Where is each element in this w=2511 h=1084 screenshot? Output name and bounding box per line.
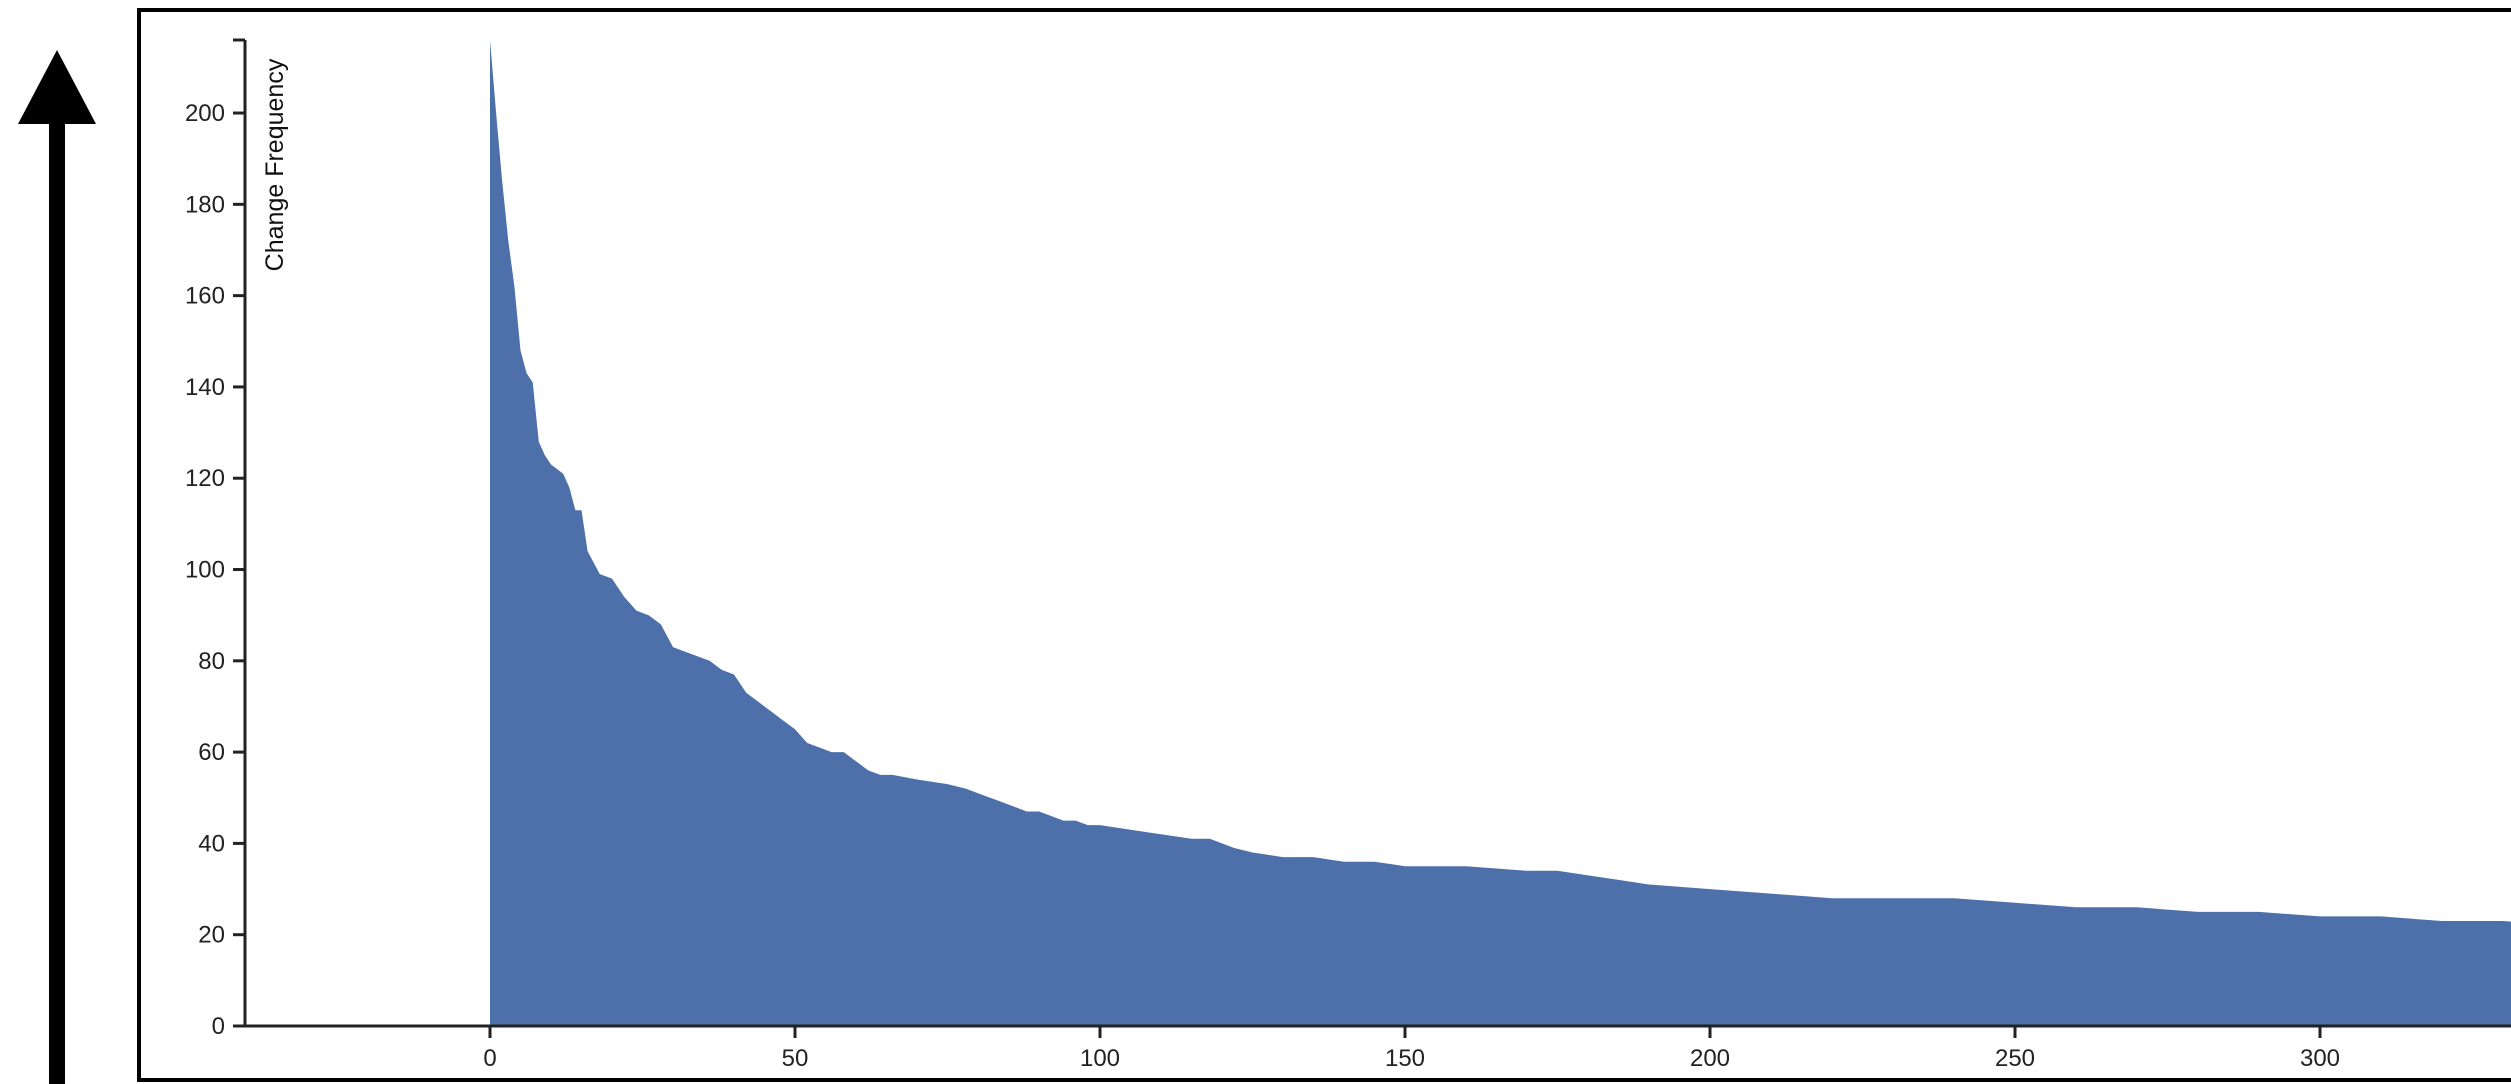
y-tick-label: 80 (198, 648, 225, 675)
x-tick-label: 250 (1995, 1045, 2035, 1072)
y-axis: 0 20 40 60 80 100 120 140 160 180 200 (185, 38, 247, 1040)
y-tick-label: 60 (198, 739, 225, 766)
y-tick-label: 120 (185, 465, 225, 492)
x-tick-label: 300 (2300, 1045, 2340, 1072)
y-tick-label: 140 (185, 374, 225, 401)
y-axis-title: Change Frequency (261, 58, 289, 271)
y-tick-label: 180 (185, 191, 225, 218)
y-tick-label: 200 (185, 100, 225, 127)
x-tick-label: 200 (1690, 1045, 1730, 1072)
outer-arrow-shaft (49, 118, 65, 1084)
x-tick-label: 150 (1385, 1045, 1425, 1072)
x-tick-label: 100 (1080, 1045, 1120, 1072)
y-tick-label: 0 (212, 1013, 225, 1040)
y-tick-label: 40 (198, 830, 225, 857)
outer-arrow (18, 50, 96, 1084)
area-series (490, 40, 2511, 1026)
outer-arrow-head (18, 50, 96, 124)
y-tick-label: 100 (185, 557, 225, 584)
x-tick-label: 0 (483, 1045, 496, 1072)
x-axis: 050100150200250300350 (245, 1024, 2511, 1072)
y-tick-label: 160 (185, 283, 225, 310)
y-tick-label: 20 (198, 922, 225, 949)
x-tick-label: 50 (782, 1045, 809, 1072)
